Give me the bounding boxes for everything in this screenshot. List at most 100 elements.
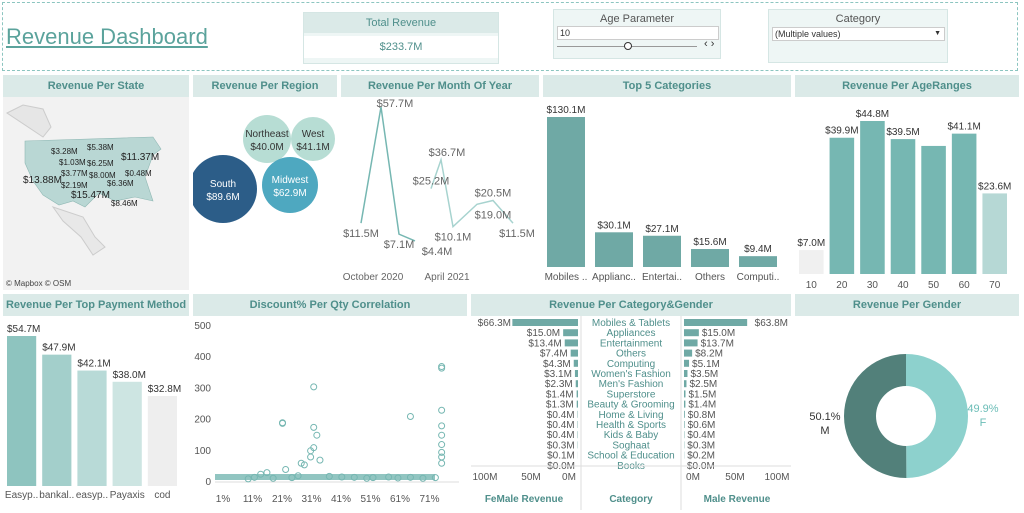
bar-0[interactable] — [799, 250, 824, 274]
bar-4[interactable] — [147, 396, 177, 486]
dashboard-title[interactable]: Revenue Dashboard — [6, 24, 208, 49]
female-bar[interactable] — [574, 370, 578, 377]
scatter-point[interactable] — [438, 431, 446, 439]
male-bar[interactable] — [684, 349, 693, 357]
scatter-point[interactable] — [438, 364, 446, 372]
bar-2[interactable] — [77, 370, 107, 486]
month-line-series-a[interactable] — [360, 106, 416, 242]
scatter-point[interactable] — [369, 474, 377, 482]
scatter-point[interactable] — [438, 459, 446, 467]
bar-1[interactable] — [595, 232, 633, 267]
scatter-point[interactable] — [406, 473, 414, 481]
age-parameter-filter: Age Parameter 10 ‹ › — [553, 9, 721, 59]
male-bar[interactable] — [684, 410, 685, 418]
male-bar[interactable] — [684, 329, 699, 337]
scatter-point[interactable] — [244, 475, 252, 483]
scatter-point[interactable] — [438, 406, 446, 414]
bar-4[interactable] — [739, 256, 777, 267]
payment-bar-chart[interactable]: $54.7M Easyp.. $47.9M bankal.. $42.1M easyp..… — [3, 316, 189, 510]
map-mexico — [51, 206, 106, 256]
scatter-point[interactable] — [419, 474, 427, 482]
scatter-point[interactable] — [269, 474, 277, 482]
female-bar[interactable] — [575, 380, 578, 388]
gender-donut-chart[interactable]: 49.9% F 50.1% M — [795, 316, 1019, 510]
scatter-point[interactable] — [282, 466, 290, 474]
scatter-point[interactable] — [438, 422, 446, 430]
month-line-chart[interactable]: $11.5M $57.7M $7.1M $4.4M $25.2M $36.7M $10.1M… — [341, 97, 539, 290]
region-bubble-northeast[interactable] — [243, 115, 291, 163]
month-line-series-b[interactable] — [430, 156, 514, 229]
bar-3[interactable] — [890, 139, 916, 274]
scatter-point[interactable] — [250, 473, 258, 481]
region-bubble-west[interactable] — [291, 117, 335, 161]
female-bar[interactable] — [512, 319, 578, 326]
month-point-label: $7.1M — [384, 239, 415, 251]
month-point-label: $4.4M — [422, 246, 453, 258]
scatter-point[interactable] — [294, 472, 302, 480]
scatter-point[interactable] — [325, 472, 333, 480]
female-bar[interactable] — [570, 349, 578, 357]
bar-6[interactable] — [982, 193, 1007, 274]
male-bar[interactable] — [684, 390, 686, 398]
female-bar[interactable] — [576, 400, 578, 408]
bar-value-label: $39.9M — [825, 126, 858, 137]
scatter-point[interactable] — [385, 473, 393, 481]
male-bar[interactable] — [684, 319, 748, 326]
scatter-point[interactable] — [316, 456, 324, 464]
age-stepper-arrows[interactable]: ‹ › — [704, 38, 715, 50]
state-map[interactable]: $3.28M $5.38M$1.03M $6.25M$11.37M$3.77M $8.… — [3, 97, 189, 290]
scatter-point[interactable] — [288, 474, 296, 482]
region-bubble-south[interactable] — [193, 155, 257, 223]
category-select[interactable]: (Multiple values) ▼ — [772, 27, 945, 41]
male-bar[interactable] — [684, 370, 688, 377]
region-bubble-chart[interactable]: Northeast $40.0M West $41.1M South $89.6M Midw… — [193, 97, 337, 290]
scatter-point[interactable] — [307, 453, 315, 461]
bar-1[interactable] — [42, 354, 72, 486]
donut-slice-f[interactable] — [906, 354, 969, 478]
male-bar[interactable] — [684, 339, 698, 347]
scatter-point[interactable] — [279, 419, 287, 427]
scatter-point[interactable] — [431, 474, 439, 482]
bar-3[interactable] — [691, 249, 729, 267]
bar-5[interactable] — [951, 133, 977, 274]
top5-bar-chart[interactable]: $130.1M Mobiles .. $30.1M Applianc.. $27.1M E… — [543, 97, 791, 290]
bar-3[interactable] — [112, 381, 142, 486]
scatter-point[interactable] — [263, 469, 271, 477]
age-slider-handle[interactable] — [624, 42, 632, 50]
bar-0[interactable] — [547, 117, 585, 267]
female-bar[interactable] — [576, 390, 578, 398]
scatter-point[interactable] — [438, 448, 446, 456]
donut-slice-m[interactable] — [844, 354, 907, 478]
scatter-point[interactable] — [438, 441, 446, 449]
scatter-point[interactable] — [394, 474, 402, 482]
bar-0[interactable] — [7, 336, 37, 486]
region-bubble-midwest[interactable] — [262, 157, 318, 213]
male-axis-tick: 50M — [725, 472, 744, 483]
scatter-point[interactable] — [406, 412, 414, 420]
bar-4[interactable] — [921, 145, 946, 274]
female-bar[interactable] — [573, 359, 578, 367]
male-bar[interactable] — [684, 380, 687, 388]
region-value: $40.0M — [250, 142, 283, 153]
age-parameter-input[interactable]: 10 — [557, 26, 719, 40]
scatter-point[interactable] — [310, 383, 318, 391]
scatter-point[interactable] — [338, 473, 346, 481]
category-gender-butterfly-chart[interactable]: $66.3M $63.8M Mobiles & Tablets $15.0M $15.0… — [471, 316, 791, 510]
female-bar[interactable] — [563, 329, 578, 337]
month-point-label: $10.1M — [435, 232, 472, 244]
map-us-states[interactable] — [24, 136, 162, 208]
male-bar[interactable] — [684, 400, 686, 408]
male-bar[interactable] — [684, 421, 685, 428]
discount-scatter-chart[interactable]: 0 100 200 300 400 500 1% 11% 21% 31% 41% 51% 61% 71% — [193, 316, 467, 510]
female-bar[interactable] — [564, 339, 578, 347]
scatter-point[interactable] — [313, 431, 321, 439]
age-bar-chart[interactable]: $7.0M 10 $39.9M 20 $44.8M 30 $39.5M 40 50 $41.1M 6… — [795, 97, 1019, 290]
male-bar[interactable] — [684, 359, 690, 367]
bar-2[interactable] — [860, 121, 885, 274]
bar-1[interactable] — [829, 137, 855, 274]
scatter-point[interactable] — [350, 473, 358, 481]
scatter-point[interactable] — [300, 461, 308, 469]
scatter-point[interactable] — [257, 470, 265, 478]
bar-2[interactable] — [643, 235, 681, 267]
scatter-point[interactable] — [310, 423, 318, 431]
